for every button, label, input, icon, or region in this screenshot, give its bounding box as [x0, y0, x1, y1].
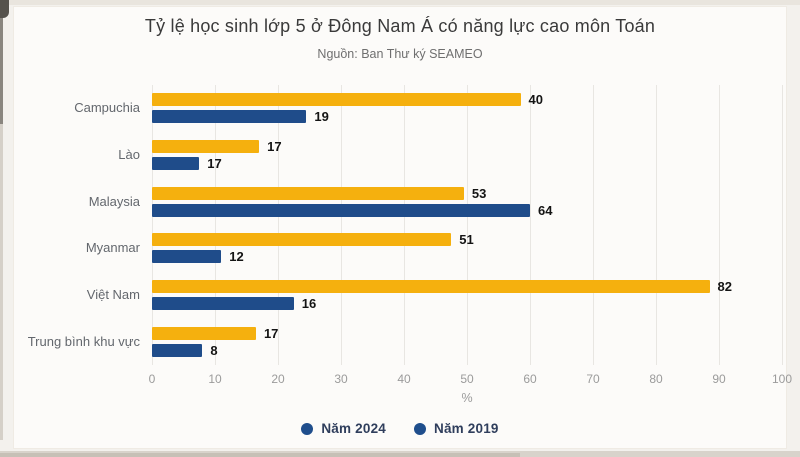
photo-edge-left	[0, 0, 3, 440]
legend-label: Năm 2024	[321, 421, 386, 436]
legend-marker-icon	[301, 422, 314, 435]
legend-label: Năm 2019	[434, 421, 499, 436]
chart-card	[13, 6, 787, 449]
photo-edge-left-shadow	[0, 14, 3, 124]
chart-legend: Năm 2024 Năm 2019	[0, 421, 800, 436]
photo-corner-smudge	[0, 0, 9, 18]
photo-edge-top	[0, 0, 800, 5]
legend-item: Năm 2024	[301, 421, 386, 436]
chart-subtitle: Nguồn: Ban Thư ký SEAMEO	[317, 47, 483, 61]
legend-marker-icon	[414, 422, 426, 435]
photo-edge-bottom-shadow	[0, 453, 520, 457]
legend-item: Năm 2019	[414, 421, 499, 436]
chart-title: Tỷ lệ học sinh lớp 5 ở Đông Nam Á có năn…	[144, 16, 656, 36]
